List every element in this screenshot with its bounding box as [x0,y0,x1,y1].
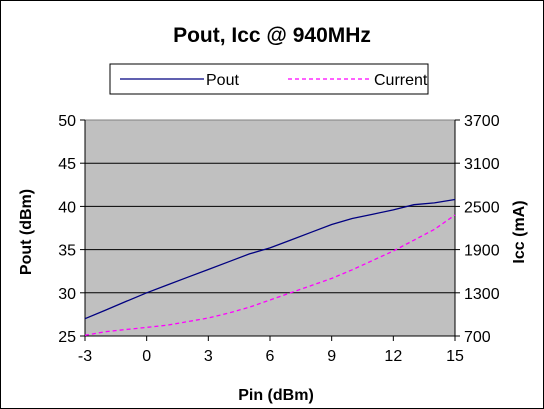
y-tick-label: 50 [58,113,76,130]
chart-title: Pout, Icc @ 940MHz [173,24,371,47]
y2-tick-label: 3100 [464,156,500,173]
y2-tick-label: 3700 [464,113,500,130]
x-tick-label: 12 [384,348,402,365]
y2-tick-label: 700 [464,329,491,346]
y-tick-label: 45 [58,156,76,173]
y-tick-label: 25 [58,329,76,346]
x-tick-label: 3 [204,348,213,365]
y-tick-label: 35 [58,243,76,260]
x-tick-label: 15 [446,348,464,365]
y-tick-label: 40 [58,199,76,216]
x-tick-label: 9 [327,348,336,365]
legend: Pout Current [109,63,429,95]
series-line-pout [84,198,456,320]
x-tick-label: -3 [78,348,92,365]
y-tick-label: 30 [58,286,76,303]
x-axis-label: Pin (dBm) [238,387,314,404]
plot-area: 25 30 35 40 45 50 700 1300 1900 2500 3100 3700 -3 0 3 6… [58,113,499,365]
plot-background [84,119,456,337]
y-axis-label: Pout (dBm) [18,189,35,275]
y2-tick-label: 1300 [464,286,500,303]
legend-label-pout: Pout [206,72,239,89]
x-tick-label: 6 [266,348,275,365]
y2-tick-label: 2500 [464,199,500,216]
legend-label-current: Current [374,72,428,89]
y2-axis-label: Icc (mA) [511,200,528,263]
y2-tick-label: 1900 [464,243,500,260]
x-tick-label: 0 [142,348,151,365]
